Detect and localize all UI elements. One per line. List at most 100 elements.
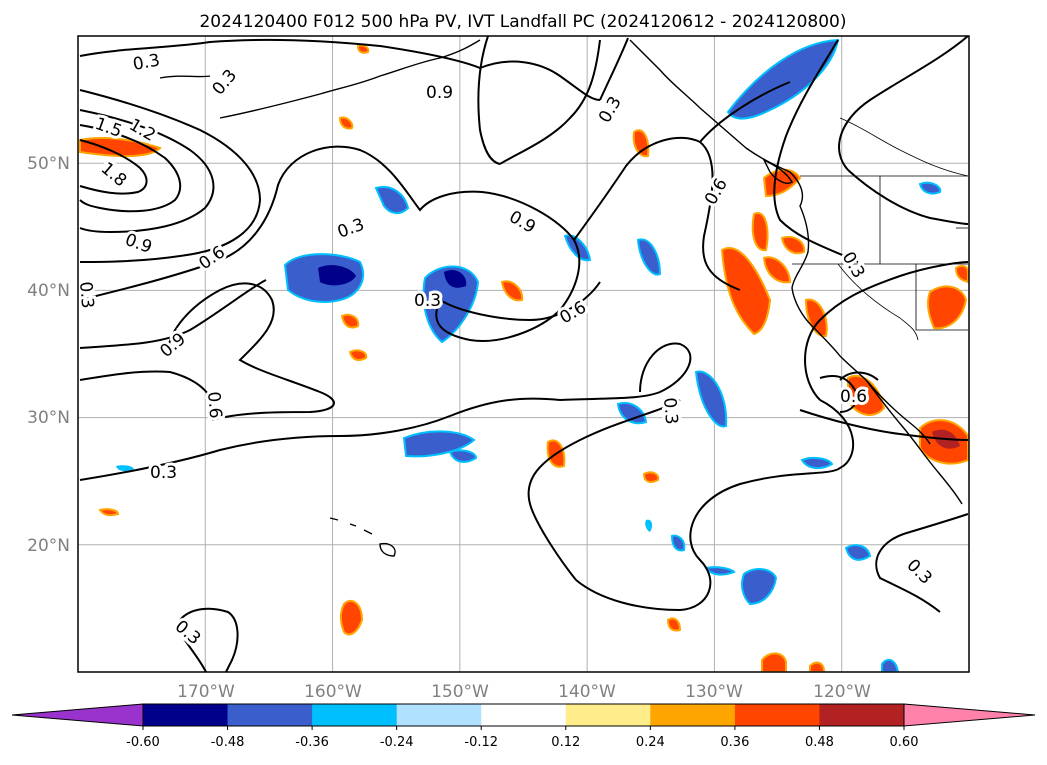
neg-patch [741,568,778,606]
baja-coast [865,379,963,505]
y-tick-label: 30°N [27,408,70,428]
pos-patch [809,661,826,672]
colorbar-tick-label: 0.48 [805,735,834,750]
pv-contour [699,81,791,143]
pos-patch [500,280,524,302]
pos-patch [804,298,828,338]
alaska-coast [159,39,481,119]
pv-contour [179,607,239,672]
neg-patch [881,658,900,672]
pos-patch [780,236,806,255]
colorbar-segment [650,704,736,726]
pv-contour [79,124,182,213]
negative-pv-patches [116,38,942,672]
pv-contour [819,374,858,413]
colorbar-tick-label: -0.24 [380,735,414,750]
pos-patch [666,617,682,632]
vancouver-island [762,158,793,184]
x-axis-ticks: 170°W 160°W 150°W 140°W 130°W 120°W [177,682,871,702]
colorbar-tick-label: 0.60 [890,735,919,750]
neg-patch-core [444,269,467,288]
y-tick-label: 20°N [27,536,70,556]
contour-label: 0.3 [150,463,177,483]
colorbar-segment [565,704,651,726]
pv-contour [167,282,335,421]
pv-contour [575,399,854,612]
colorbar-ticks: -0.60 -0.48 -0.36 -0.24 -0.12 0.12 0.24 0.36 0.4… [126,726,918,750]
y-axis-ticks: 50°N 40°N 30°N 20°N [27,154,70,556]
pv-contour [477,36,501,165]
map-frame [77,35,970,673]
map-plot-area: 0.3 0.3 0.9 1.5 1.2 1.8 0.9 0.6 0.3 0.9 … [72,35,970,673]
pv-contour [79,89,262,263]
x-tick-label: 160°W [304,682,362,702]
state-border [915,264,968,331]
pos-patch [720,247,772,336]
neg-patch [694,370,728,428]
pv-contour [773,39,859,263]
colorbar-segment [143,704,229,726]
y-tick-label: 40°N [27,281,70,301]
neg-patch [448,449,478,463]
neg-patch [636,238,662,276]
neg-patch [918,181,942,195]
contour-label: 0.3 [659,397,681,426]
colorbar-tick-label: -0.12 [464,735,498,750]
contour-label: 0.3 [414,291,441,311]
pos-patch [751,212,769,252]
neg-patch [645,519,653,532]
neg-patch [704,566,736,576]
y-tick-label: 50°N [27,154,70,174]
x-tick-label: 120°W [813,682,871,702]
x-tick-label: 150°W [431,682,489,702]
pv-contour [799,409,969,441]
neg-patch [844,544,872,561]
pv-contour [79,397,561,481]
pv-contour [79,279,267,349]
chart-title: 2024120400 F012 500 hPa PV, IVT Landfall… [199,12,846,32]
neg-patch-core [318,265,356,286]
pos-patch [340,313,360,329]
pv-contour [479,60,601,101]
colorbar-segment [312,704,398,726]
pos-patch [348,349,368,361]
pv-contour [804,261,969,401]
political-borders [792,117,969,341]
pv-contour-lines [79,36,969,672]
colorbar-segment [734,704,820,726]
x-tick-label: 170°W [177,682,235,702]
pv-contour [527,399,681,581]
neg-patch [800,456,834,470]
pos-patch [926,285,968,330]
neg-patch [402,430,476,458]
neg-patch [116,465,134,472]
colorbar-segment [819,704,905,726]
pv-contour [79,38,481,69]
pv-contour [181,635,207,672]
pos-patch [642,471,660,483]
pos-patch [98,508,120,517]
colorbar-segment [481,704,567,726]
neg-patch [374,186,410,214]
state-border [837,263,919,341]
colorbar-segment [396,704,482,726]
pv-contour [847,169,969,225]
pos-patch [954,264,969,284]
colorbar-frame [142,703,905,727]
colorbar-tick-label: 0.12 [551,735,580,750]
neg-patch [670,534,686,552]
colorbar-segment [227,704,313,726]
colorbar [11,703,1036,727]
contour-label: 0.6 [840,387,867,407]
colorbar-tick-label: 0.36 [720,735,749,750]
colorbar-tick-label: -0.48 [211,735,245,750]
pv-contour [875,513,969,613]
coastlines [159,39,963,557]
neg-patch [616,402,648,425]
x-tick-label: 140°W [558,682,616,702]
pv-contour [439,281,601,322]
pv-contour [838,36,969,171]
state-border [839,117,969,177]
colorbar-tick-label: 0.24 [636,735,665,750]
